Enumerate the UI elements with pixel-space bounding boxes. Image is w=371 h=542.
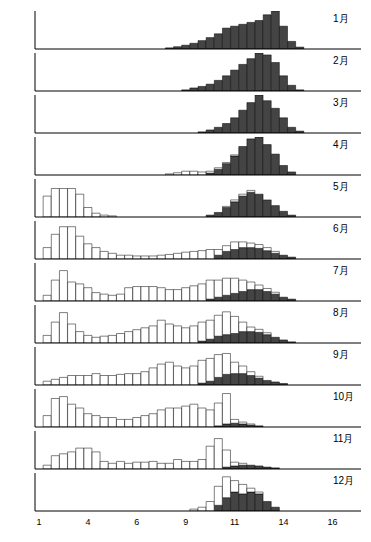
html-text:3月: 3月 [333, 97, 349, 108]
html-text:11月: 11月 [333, 433, 354, 444]
svg-text:11: 11 [230, 517, 239, 527]
html-text:6月: 6月 [333, 223, 349, 234]
html-text:5月: 5月 [333, 181, 349, 192]
html-text:12月: 12月 [333, 475, 355, 486]
html-text:10月: 10月 [333, 391, 355, 402]
svg-text:16: 16 [327, 517, 337, 527]
svg-text:6: 6 [134, 517, 139, 527]
html-text:8月: 8月 [333, 307, 349, 318]
svg-text:1: 1 [37, 517, 42, 527]
html-text:2月: 2月 [333, 55, 349, 66]
svg-text:4: 4 [85, 517, 90, 527]
html-text:9月: 9月 [333, 349, 349, 360]
svg-text:14: 14 [279, 517, 289, 527]
html-text:4月: 4月 [333, 139, 349, 150]
html-text:7月: 7月 [333, 265, 349, 276]
html-text:1月: 1月 [333, 13, 349, 24]
svg-text:9: 9 [183, 517, 188, 527]
